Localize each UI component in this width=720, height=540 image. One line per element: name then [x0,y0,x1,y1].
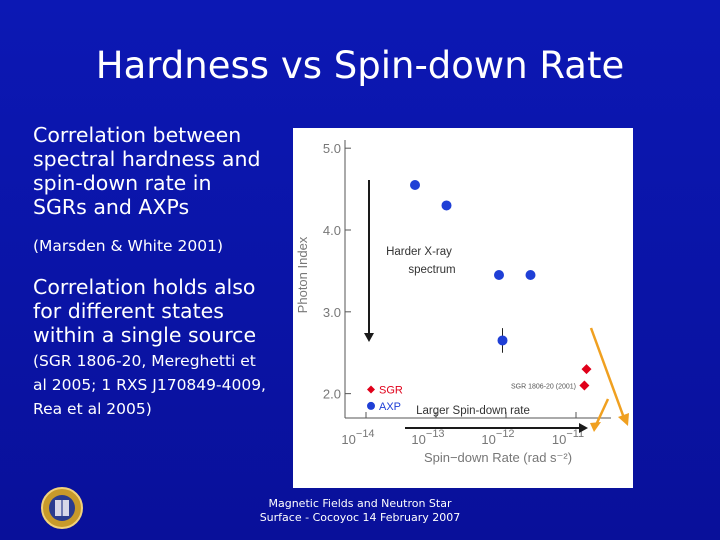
y-axis-label: Photon Index [295,236,310,313]
chart-overlay: SGR AXP SGR 1806-20 (2001) Harder X-ray spec… [364,180,629,433]
larger-arrow-head [579,423,588,433]
x-axis-label: Spin−down Rate (rad s⁻²) [424,450,572,465]
paragraph-states-main: Correlation holds also for different sta… [33,275,257,347]
orange-arrow-right-head [618,413,629,426]
x-tick-label: 10−12 [481,428,514,447]
chart-points [410,180,592,391]
seal-icon [41,487,83,529]
sgr-source-label: SGR 1806-20 (2001) [511,383,576,390]
orange-arrow-right [589,327,626,419]
footer-caption: Magnetic Fields and Neutron Star Surface… [250,497,470,525]
plot-panel: 5.0 4.0 3.0 2.0 Photon Index 10−14 10−13 10−12 1… [293,128,633,488]
legend-label: AXP [379,401,401,413]
y-tick-label: 3.0 [323,305,341,320]
axp-point [441,200,452,211]
axp-point [410,180,420,190]
sgr-point [579,380,590,391]
footer-line-1: Magnetic Fields and Neutron Star [268,497,452,510]
y-tick-label: 2.0 [323,387,341,402]
harder-label-line2: spectrum [408,264,455,276]
harder-label-line1: Harder X-ray [386,246,452,258]
legend-sgr-marker [367,385,375,394]
axp-point [497,335,508,346]
orange-arrow-left [594,398,610,426]
y-tick-label: 4.0 [323,223,341,238]
x-tick-label: 10−13 [411,428,444,447]
x-tick-label: 10−14 [341,428,374,447]
legend-axp-marker [367,401,375,410]
paragraph-correlation: Correlation between spectral hardness an… [33,123,261,219]
reference-mereghetti-rea: (SGR 1806-20, Mereghetti et al 2005; 1 R… [33,352,266,418]
larger-label: Larger Spin-down rate [416,405,530,417]
slide-title: Hardness vs Spin-down Rate [95,44,625,87]
axp-point [525,270,536,280]
conference-logo [40,486,84,530]
orange-arrow-left-head [590,422,601,432]
y-tick-label: 5.0 [323,141,341,156]
paragraph-states: Correlation holds also for different sta… [33,275,268,419]
sgr-point [581,364,592,375]
harder-arrow-head [364,333,374,342]
legend-label: SGR [379,385,403,397]
axp-point [494,270,504,280]
footer-line-2: Surface - Cocoyoc 14 February 2007 [259,511,461,524]
reference-marsden: (Marsden & White 2001) [33,237,223,255]
